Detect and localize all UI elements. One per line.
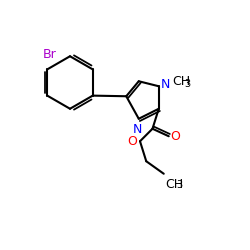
Text: N: N: [161, 78, 170, 92]
Text: Br: Br: [42, 48, 56, 62]
Text: N: N: [133, 123, 142, 136]
Text: O: O: [170, 130, 180, 143]
Text: O: O: [127, 135, 137, 148]
Text: 3: 3: [177, 180, 183, 190]
Text: 3: 3: [184, 79, 190, 89]
Text: CH: CH: [165, 178, 183, 190]
Text: CH: CH: [172, 75, 191, 88]
